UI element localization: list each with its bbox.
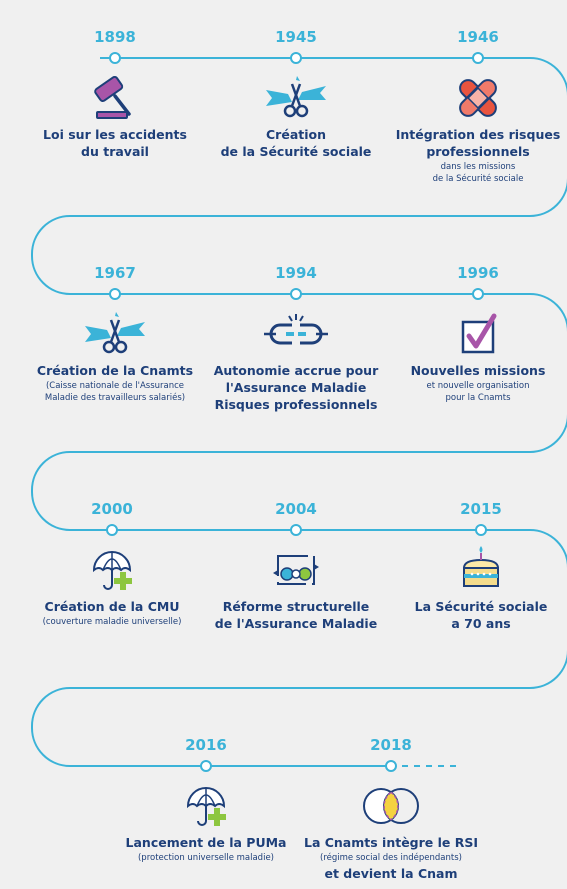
birthday-cake-icon bbox=[463, 545, 499, 587]
year-label-1994: 1994 bbox=[275, 264, 317, 282]
event-note-1996: pour la Cnamts bbox=[445, 393, 511, 403]
event-title-1994: Risques professionnels bbox=[214, 397, 378, 412]
event-title-2000: Création de la CMU bbox=[44, 599, 180, 614]
event-title-2018: La Cnamts intègre le RSI bbox=[303, 835, 479, 850]
merge-circles-icon bbox=[363, 788, 419, 824]
year-label-1945: 1945 bbox=[275, 28, 317, 46]
reform-cycle-icon bbox=[272, 555, 320, 585]
timeline-marker-2016 bbox=[200, 760, 212, 772]
event-note-1967: Maladie des travailleurs salariés) bbox=[44, 393, 186, 403]
event-note-1946: de la Sécurité sociale bbox=[432, 174, 524, 184]
timeline-marker-2004 bbox=[290, 524, 302, 536]
timeline-marker-1946 bbox=[472, 52, 484, 64]
event-note-2000: (couverture maladie universelle) bbox=[42, 617, 182, 627]
year-label-2015: 2015 bbox=[460, 500, 502, 518]
event-note-2016: (protection universelle maladie) bbox=[137, 853, 274, 863]
timeline-marker-2000 bbox=[106, 524, 118, 536]
event-title-1946: professionnels bbox=[426, 144, 530, 159]
ribbon-scissors-icon bbox=[83, 310, 147, 354]
timeline-marker-1994 bbox=[290, 288, 302, 300]
timeline-marker-2018 bbox=[385, 760, 397, 772]
year-label-1946: 1946 bbox=[457, 28, 499, 46]
event-title-1946: Intégration des risques bbox=[395, 127, 561, 142]
event-title-1996: Nouvelles missions bbox=[410, 363, 546, 378]
year-label-1967: 1967 bbox=[94, 264, 136, 282]
year-label-2016: 2016 bbox=[185, 736, 227, 754]
ribbon-scissors-icon bbox=[264, 74, 328, 118]
umbrella-cross-icon bbox=[93, 551, 133, 591]
year-label-2018: 2018 bbox=[370, 736, 412, 754]
event-note-1946: dans les missions bbox=[440, 162, 516, 172]
timeline-marker-1945 bbox=[290, 52, 302, 64]
event-note-2018: (régime social des indépendants) bbox=[320, 853, 462, 863]
timeline-marker-1898 bbox=[109, 52, 121, 64]
umbrella-cross-icon bbox=[187, 787, 227, 827]
event-title-1945: Création bbox=[266, 127, 326, 142]
event-note-1996: et nouvelle organisation bbox=[426, 381, 530, 391]
event-title-1994: Autonomie accrue pour bbox=[213, 363, 379, 378]
event-title-1967: Création de la Cnamts bbox=[36, 363, 194, 378]
year-label-1996: 1996 bbox=[457, 264, 499, 282]
year-label-2004: 2004 bbox=[275, 500, 317, 518]
event-title-1898: Loi sur les accidents bbox=[43, 127, 187, 142]
event-title-2018-suffix: et devient la Cnam bbox=[324, 866, 458, 881]
year-label-1898: 1898 bbox=[94, 28, 136, 46]
event-title-1945: de la Sécurité sociale bbox=[220, 144, 372, 159]
broken-chain-icon bbox=[262, 312, 330, 345]
event-title-2015: La Sécurité sociale bbox=[414, 599, 548, 614]
timeline-marker-1996 bbox=[472, 288, 484, 300]
timeline-marker-2015 bbox=[475, 524, 487, 536]
event-title-2004: de l'Assurance Maladie bbox=[214, 616, 378, 631]
event-title-1898: du travail bbox=[81, 144, 149, 159]
event-note-1967: (Caisse nationale de l'Assurance bbox=[45, 381, 185, 391]
event-title-1994: l'Assurance Maladie bbox=[225, 380, 367, 395]
timeline-marker-1967 bbox=[109, 288, 121, 300]
gavel-icon bbox=[92, 74, 131, 120]
event-title-2004: Réforme structurelle bbox=[222, 599, 370, 614]
event-title-2015: a 70 ans bbox=[451, 616, 511, 631]
timeline-path bbox=[31, 57, 567, 767]
event-title-2016: Lancement de la PUMa bbox=[125, 835, 287, 850]
checkbox-icon bbox=[463, 316, 494, 352]
year-label-2000: 2000 bbox=[91, 500, 133, 518]
bandage-icon bbox=[455, 75, 501, 121]
